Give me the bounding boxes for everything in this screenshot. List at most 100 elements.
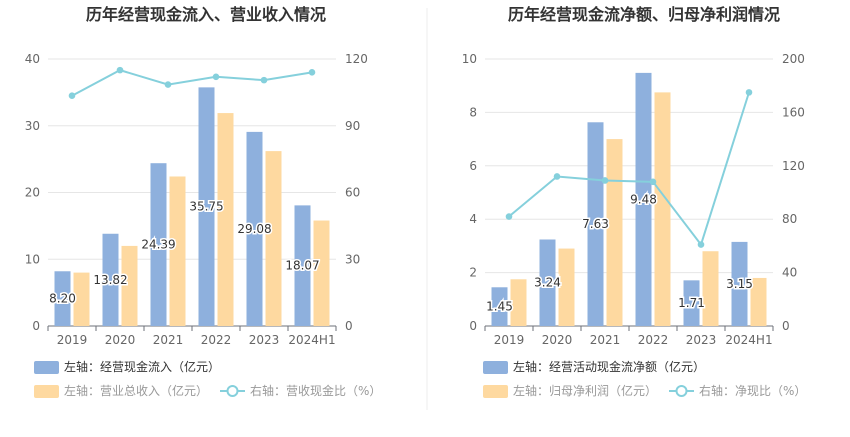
ratio-point xyxy=(164,81,172,88)
bar-data-label: 18.07 xyxy=(285,259,319,273)
bar-primary xyxy=(683,280,700,326)
x-axis-label: 2023 xyxy=(249,333,280,347)
bar-data-label: 7.63 xyxy=(582,217,609,231)
ratio-line xyxy=(508,92,750,247)
right-axis-tick: 120 xyxy=(345,52,368,66)
right-axis-tick: 160 xyxy=(782,105,805,119)
bar-secondary xyxy=(750,277,767,326)
bar-secondary xyxy=(510,279,527,326)
bar-data-label: 3.24 xyxy=(534,276,561,290)
left-axis-tick: 40 xyxy=(25,52,40,66)
legend-label: 右轴：净现比（%） xyxy=(699,383,806,398)
bar-secondary xyxy=(606,139,623,326)
x-axis-label: 2019 xyxy=(494,333,525,347)
legend-line-marker xyxy=(226,385,239,397)
ratio-point xyxy=(697,241,705,248)
ratio-point xyxy=(649,178,657,186)
bar-primary xyxy=(635,72,652,326)
bar-secondary xyxy=(702,251,719,326)
legend-line-marker xyxy=(675,385,688,397)
bar-primary xyxy=(491,287,508,326)
bar-secondary xyxy=(73,272,90,326)
right-axis-tick: 0 xyxy=(782,319,790,333)
x-axis-label: 2022 xyxy=(638,333,669,347)
left-axis-tick: 10 xyxy=(462,52,477,66)
bar-secondary xyxy=(169,176,186,326)
left-axis-tick: 0 xyxy=(469,319,477,333)
bar-data-label: 1.71 xyxy=(678,296,705,310)
left-axis-tick: 20 xyxy=(25,186,40,200)
bar-primary xyxy=(54,271,71,326)
chart-title: 历年经营现金流净额、归母净利润情况 xyxy=(508,5,780,24)
x-axis-label: 2020 xyxy=(105,333,136,347)
bar-data-label: 1.45 xyxy=(486,300,513,314)
bar-secondary xyxy=(265,151,282,326)
bar-secondary xyxy=(217,113,234,326)
ratio-point xyxy=(68,92,76,100)
bar-data-label: 13.82 xyxy=(93,273,127,287)
bar-primary xyxy=(731,241,748,326)
bar-primary xyxy=(198,87,215,327)
bar-primary xyxy=(539,239,556,326)
right-axis-tick: 0 xyxy=(345,319,353,333)
ratio-point xyxy=(601,177,609,184)
x-axis-label: 2024H1 xyxy=(725,333,772,347)
ratio-point xyxy=(116,66,124,74)
bar-secondary xyxy=(654,92,671,326)
bar-data-label: 9.48 xyxy=(630,192,657,206)
x-axis-label: 2022 xyxy=(201,333,232,347)
bar-secondary xyxy=(558,248,575,326)
x-axis-label: 2023 xyxy=(686,333,717,347)
right-axis-tick: 90 xyxy=(345,119,360,133)
right-axis-tick: 120 xyxy=(782,159,805,173)
left-axis-tick: 6 xyxy=(469,159,477,173)
right-axis-tick: 200 xyxy=(782,52,805,66)
ratio-point xyxy=(745,89,753,96)
right-axis-tick: 40 xyxy=(782,266,797,280)
bar-primary xyxy=(102,233,119,326)
bar-data-label: 8.20 xyxy=(49,292,76,306)
legend-swatch xyxy=(34,385,59,398)
ratio-point xyxy=(212,73,220,81)
bar-data-label: 29.08 xyxy=(237,222,271,236)
x-axis-label: 2021 xyxy=(153,333,184,347)
bar-primary xyxy=(246,131,263,326)
bar-data-label: 24.39 xyxy=(141,238,175,252)
chart-title: 历年经营现金流入、营业收入情况 xyxy=(86,5,326,24)
legend-swatch xyxy=(34,361,59,374)
bar-primary xyxy=(294,205,311,326)
legend-swatch xyxy=(483,385,508,398)
left-axis-tick: 2 xyxy=(469,266,477,280)
left-axis-tick: 10 xyxy=(25,252,40,266)
legend-label: 左轴：经营活动现金流净额（亿元） xyxy=(513,359,705,374)
legend-label: 右轴：营收现金比（%） xyxy=(250,383,381,398)
legend-label: 左轴：归母净利润（亿元） xyxy=(513,383,657,398)
ratio-point xyxy=(505,213,513,220)
left-axis-tick: 4 xyxy=(469,212,477,226)
right-axis-tick: 80 xyxy=(782,212,797,226)
bar-data-label: 35.75 xyxy=(189,200,223,214)
left-axis-tick: 0 xyxy=(32,319,40,333)
legend-swatch xyxy=(483,361,508,374)
legend-label: 左轴：经营现金流入（亿元） xyxy=(64,359,220,374)
bar-primary xyxy=(587,122,604,327)
chart-panel-cashflow-revenue: 历年经营现金流入、营业收入情况 0 10 20 30 40 0 30 60 90 120 2019 20… xyxy=(25,5,381,398)
left-axis-tick: 30 xyxy=(25,119,40,133)
left-axis-tick: 8 xyxy=(469,105,477,119)
x-axis-label: 2020 xyxy=(542,333,573,347)
ratio-line xyxy=(71,69,313,97)
x-axis-label: 2019 xyxy=(57,333,88,347)
bar-secondary xyxy=(121,245,138,326)
ratio-point xyxy=(553,173,561,180)
right-axis-tick: 30 xyxy=(345,252,360,266)
x-axis-label: 2021 xyxy=(590,333,621,347)
ratio-point xyxy=(308,69,316,76)
bar-data-label: 3.15 xyxy=(726,277,753,291)
chart-panel-netcash-profit: 历年经营现金流净额、归母净利润情况 0 2 4 6 8 10 0 40 80 120 160 200 20… xyxy=(462,5,806,398)
x-axis-label: 2024H1 xyxy=(288,333,335,347)
right-axis-tick: 60 xyxy=(345,186,360,200)
bar-primary xyxy=(150,163,167,326)
bar-secondary xyxy=(313,220,330,326)
legend-label: 左轴：营业总收入（亿元） xyxy=(64,383,208,398)
